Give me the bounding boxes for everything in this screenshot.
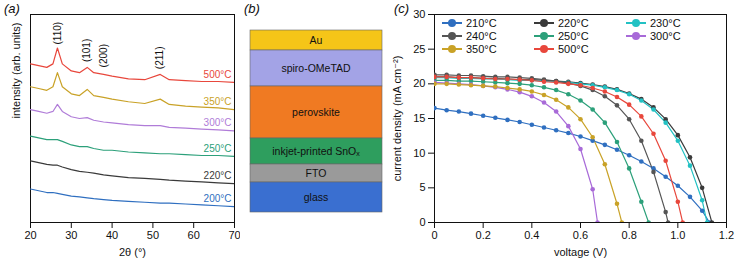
html-text:250°C: 250°C xyxy=(558,30,589,42)
svg-text:5: 5 xyxy=(419,181,425,193)
svg-text:spiro-OMeTAD: spiro-OMeTAD xyxy=(281,62,351,74)
svg-text:220°C: 220°C xyxy=(204,170,232,181)
svg-text:1.2: 1.2 xyxy=(719,229,734,241)
svg-text:inkjet-printed SnOₓ: inkjet-printed SnOₓ xyxy=(272,145,360,157)
svg-text:0: 0 xyxy=(419,216,425,228)
svg-text:200°C: 200°C xyxy=(204,193,232,204)
svg-text:10: 10 xyxy=(413,147,425,159)
html-text:350°C: 350°C xyxy=(466,43,497,55)
html-text:220°C: 220°C xyxy=(558,17,589,29)
svg-text:0.2: 0.2 xyxy=(476,229,491,241)
svg-text:25: 25 xyxy=(413,43,425,55)
svg-text:current density (mA cm⁻²): current density (mA cm⁻²) xyxy=(391,56,403,182)
svg-text:40: 40 xyxy=(106,229,118,241)
svg-text:30: 30 xyxy=(65,229,77,241)
svg-text:2θ (°): 2θ (°) xyxy=(119,246,146,258)
svg-text:15: 15 xyxy=(413,112,425,124)
svg-text:70: 70 xyxy=(228,229,240,241)
svg-text:(200): (200) xyxy=(98,44,109,67)
html-text:(a): (a) xyxy=(4,1,20,16)
svg-text:0: 0 xyxy=(431,229,437,241)
svg-text:0.4: 0.4 xyxy=(524,229,539,241)
svg-text:Au: Au xyxy=(310,34,323,46)
svg-text:intensity (arb. units): intensity (arb. units) xyxy=(10,23,22,119)
svg-text:0.6: 0.6 xyxy=(573,229,588,241)
svg-text:0.8: 0.8 xyxy=(622,229,637,241)
svg-text:30: 30 xyxy=(413,8,425,20)
html-text:210°C: 210°C xyxy=(466,17,497,29)
svg-text:250°C: 250°C xyxy=(204,143,232,154)
svg-text:350°C: 350°C xyxy=(204,96,232,107)
svg-text:perovskite: perovskite xyxy=(292,106,340,118)
svg-text:(110): (110) xyxy=(52,22,63,45)
html-text:500°C: 500°C xyxy=(558,43,589,55)
svg-text:20: 20 xyxy=(413,77,425,89)
svg-text:60: 60 xyxy=(188,229,200,241)
svg-text:1.0: 1.0 xyxy=(670,229,685,241)
html-text:(c): (c) xyxy=(394,1,410,16)
svg-text:(101): (101) xyxy=(81,39,92,62)
svg-text:voltage (V): voltage (V) xyxy=(554,246,607,258)
html-text:240°C: 240°C xyxy=(466,30,497,42)
svg-text:300°C: 300°C xyxy=(204,117,232,128)
svg-text:50: 50 xyxy=(147,229,159,241)
html-text:300°C: 300°C xyxy=(650,30,681,42)
svg-text:FTO: FTO xyxy=(306,167,327,179)
svg-text:20: 20 xyxy=(24,229,36,241)
svg-text:(211): (211) xyxy=(154,47,165,70)
html-text:230°C: 230°C xyxy=(650,17,681,29)
svg-text:500°C: 500°C xyxy=(204,69,232,80)
html-text:(b): (b) xyxy=(244,1,260,16)
svg-text:glass: glass xyxy=(304,191,329,203)
